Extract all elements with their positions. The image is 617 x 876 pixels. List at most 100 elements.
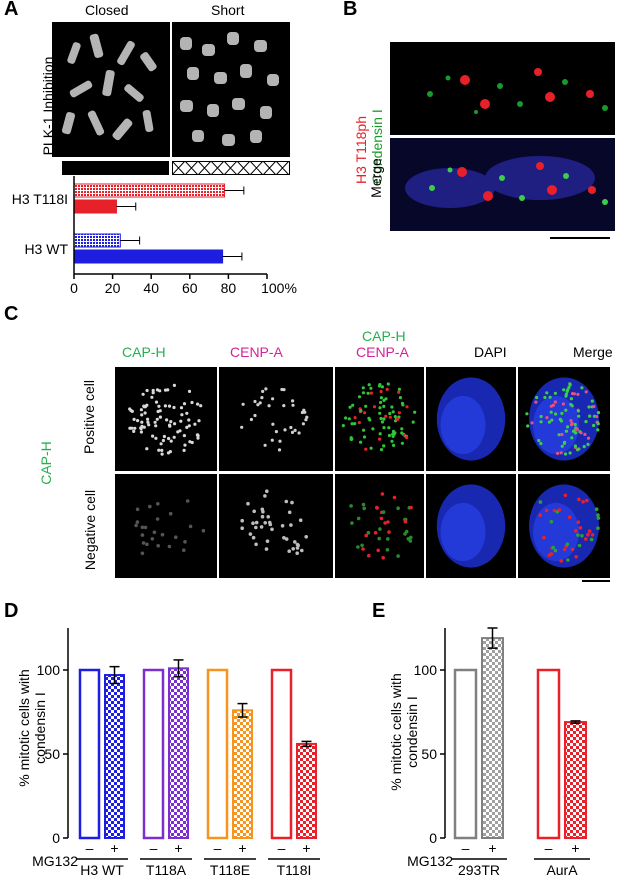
spot (378, 411, 382, 415)
tick-label-a-5: 100% (261, 280, 297, 296)
scale-bar-b (550, 237, 610, 239)
bar-d-check-1 (168, 667, 189, 839)
sign-plus-d-0: + (110, 840, 118, 856)
spot (378, 432, 382, 436)
spot (596, 428, 600, 432)
spot (387, 530, 391, 534)
spot (576, 520, 581, 524)
spot (545, 416, 549, 420)
spot (396, 417, 400, 421)
spot (391, 410, 395, 414)
chromosomes-closed (61, 33, 157, 141)
spot (349, 504, 353, 508)
spot (405, 405, 409, 409)
spot (549, 520, 554, 524)
spot (133, 426, 137, 430)
micrograph-short (172, 22, 290, 157)
spot (390, 405, 394, 409)
spot (182, 402, 187, 406)
spot (188, 524, 193, 529)
spot (193, 422, 197, 426)
spot (590, 533, 595, 537)
spot (291, 403, 295, 407)
spot (411, 420, 415, 424)
spots-b1 (427, 68, 608, 114)
group-label-caph: CAP-H (38, 441, 54, 485)
spot (381, 510, 386, 514)
spot (251, 521, 255, 525)
spot (295, 546, 300, 550)
spot (582, 445, 586, 449)
spot (408, 539, 413, 543)
spot (182, 434, 186, 438)
spot (538, 513, 543, 517)
spot (386, 520, 390, 524)
spot (266, 515, 270, 519)
spot (353, 416, 357, 420)
spot (305, 415, 309, 419)
spot (560, 411, 564, 415)
col-label-short: Short (211, 2, 245, 18)
spot (168, 511, 173, 516)
bar-a-1-1 (73, 249, 224, 264)
ytick-label-d-2: 100 (37, 662, 61, 678)
sign-minus-e-0: – (462, 840, 470, 856)
spot (359, 409, 363, 413)
spot (560, 432, 564, 437)
spot (151, 391, 155, 395)
spot (260, 396, 264, 400)
spot (366, 391, 370, 395)
spot (183, 540, 187, 544)
spot (396, 506, 400, 510)
spot (403, 532, 407, 536)
scale-bar-c (582, 580, 610, 582)
spot (180, 413, 184, 417)
chart-a: H3 T118I H3 WT 0 20 40 60 80 100% (12, 176, 297, 296)
category-label-a-0: H3 T118I (12, 191, 68, 207)
spot (261, 509, 265, 514)
spot (353, 422, 357, 426)
legend-bar-closed (62, 161, 169, 175)
panel-a-label: A (4, 0, 19, 20)
spot (360, 543, 364, 548)
spot (158, 415, 162, 419)
spot (560, 444, 564, 448)
spot (372, 405, 377, 409)
col-label-cenpa: CENP-A (230, 344, 283, 360)
sign-plus-d-2: + (238, 840, 246, 856)
spots-b2 (405, 156, 608, 208)
micrograph-c-content (525, 377, 601, 461)
spot (145, 542, 149, 547)
col-label-closed: Closed (85, 2, 129, 18)
spot (571, 392, 575, 396)
spot (185, 425, 189, 429)
spot (240, 518, 244, 523)
spot (151, 388, 155, 393)
sign-minus-d-0: – (86, 840, 94, 856)
spot (382, 444, 386, 448)
spot (385, 387, 389, 391)
spot (160, 532, 165, 537)
category-label-e-1: AurA (546, 862, 578, 876)
spot (569, 397, 573, 401)
spot (596, 513, 600, 517)
spot (283, 428, 287, 432)
spot (350, 422, 354, 426)
spot (368, 418, 372, 422)
spot (256, 403, 260, 407)
spot (576, 533, 580, 537)
spot (156, 502, 160, 506)
spot (366, 530, 371, 535)
spot (587, 529, 592, 533)
spot (254, 520, 259, 525)
spot (382, 404, 386, 408)
spot (569, 419, 573, 423)
spot (534, 400, 538, 404)
spot (388, 415, 392, 419)
spot (577, 497, 581, 502)
bar-a-0-1 (73, 199, 117, 214)
spot (361, 502, 366, 507)
spot (151, 434, 155, 438)
spot (382, 398, 386, 402)
spot (390, 439, 394, 443)
